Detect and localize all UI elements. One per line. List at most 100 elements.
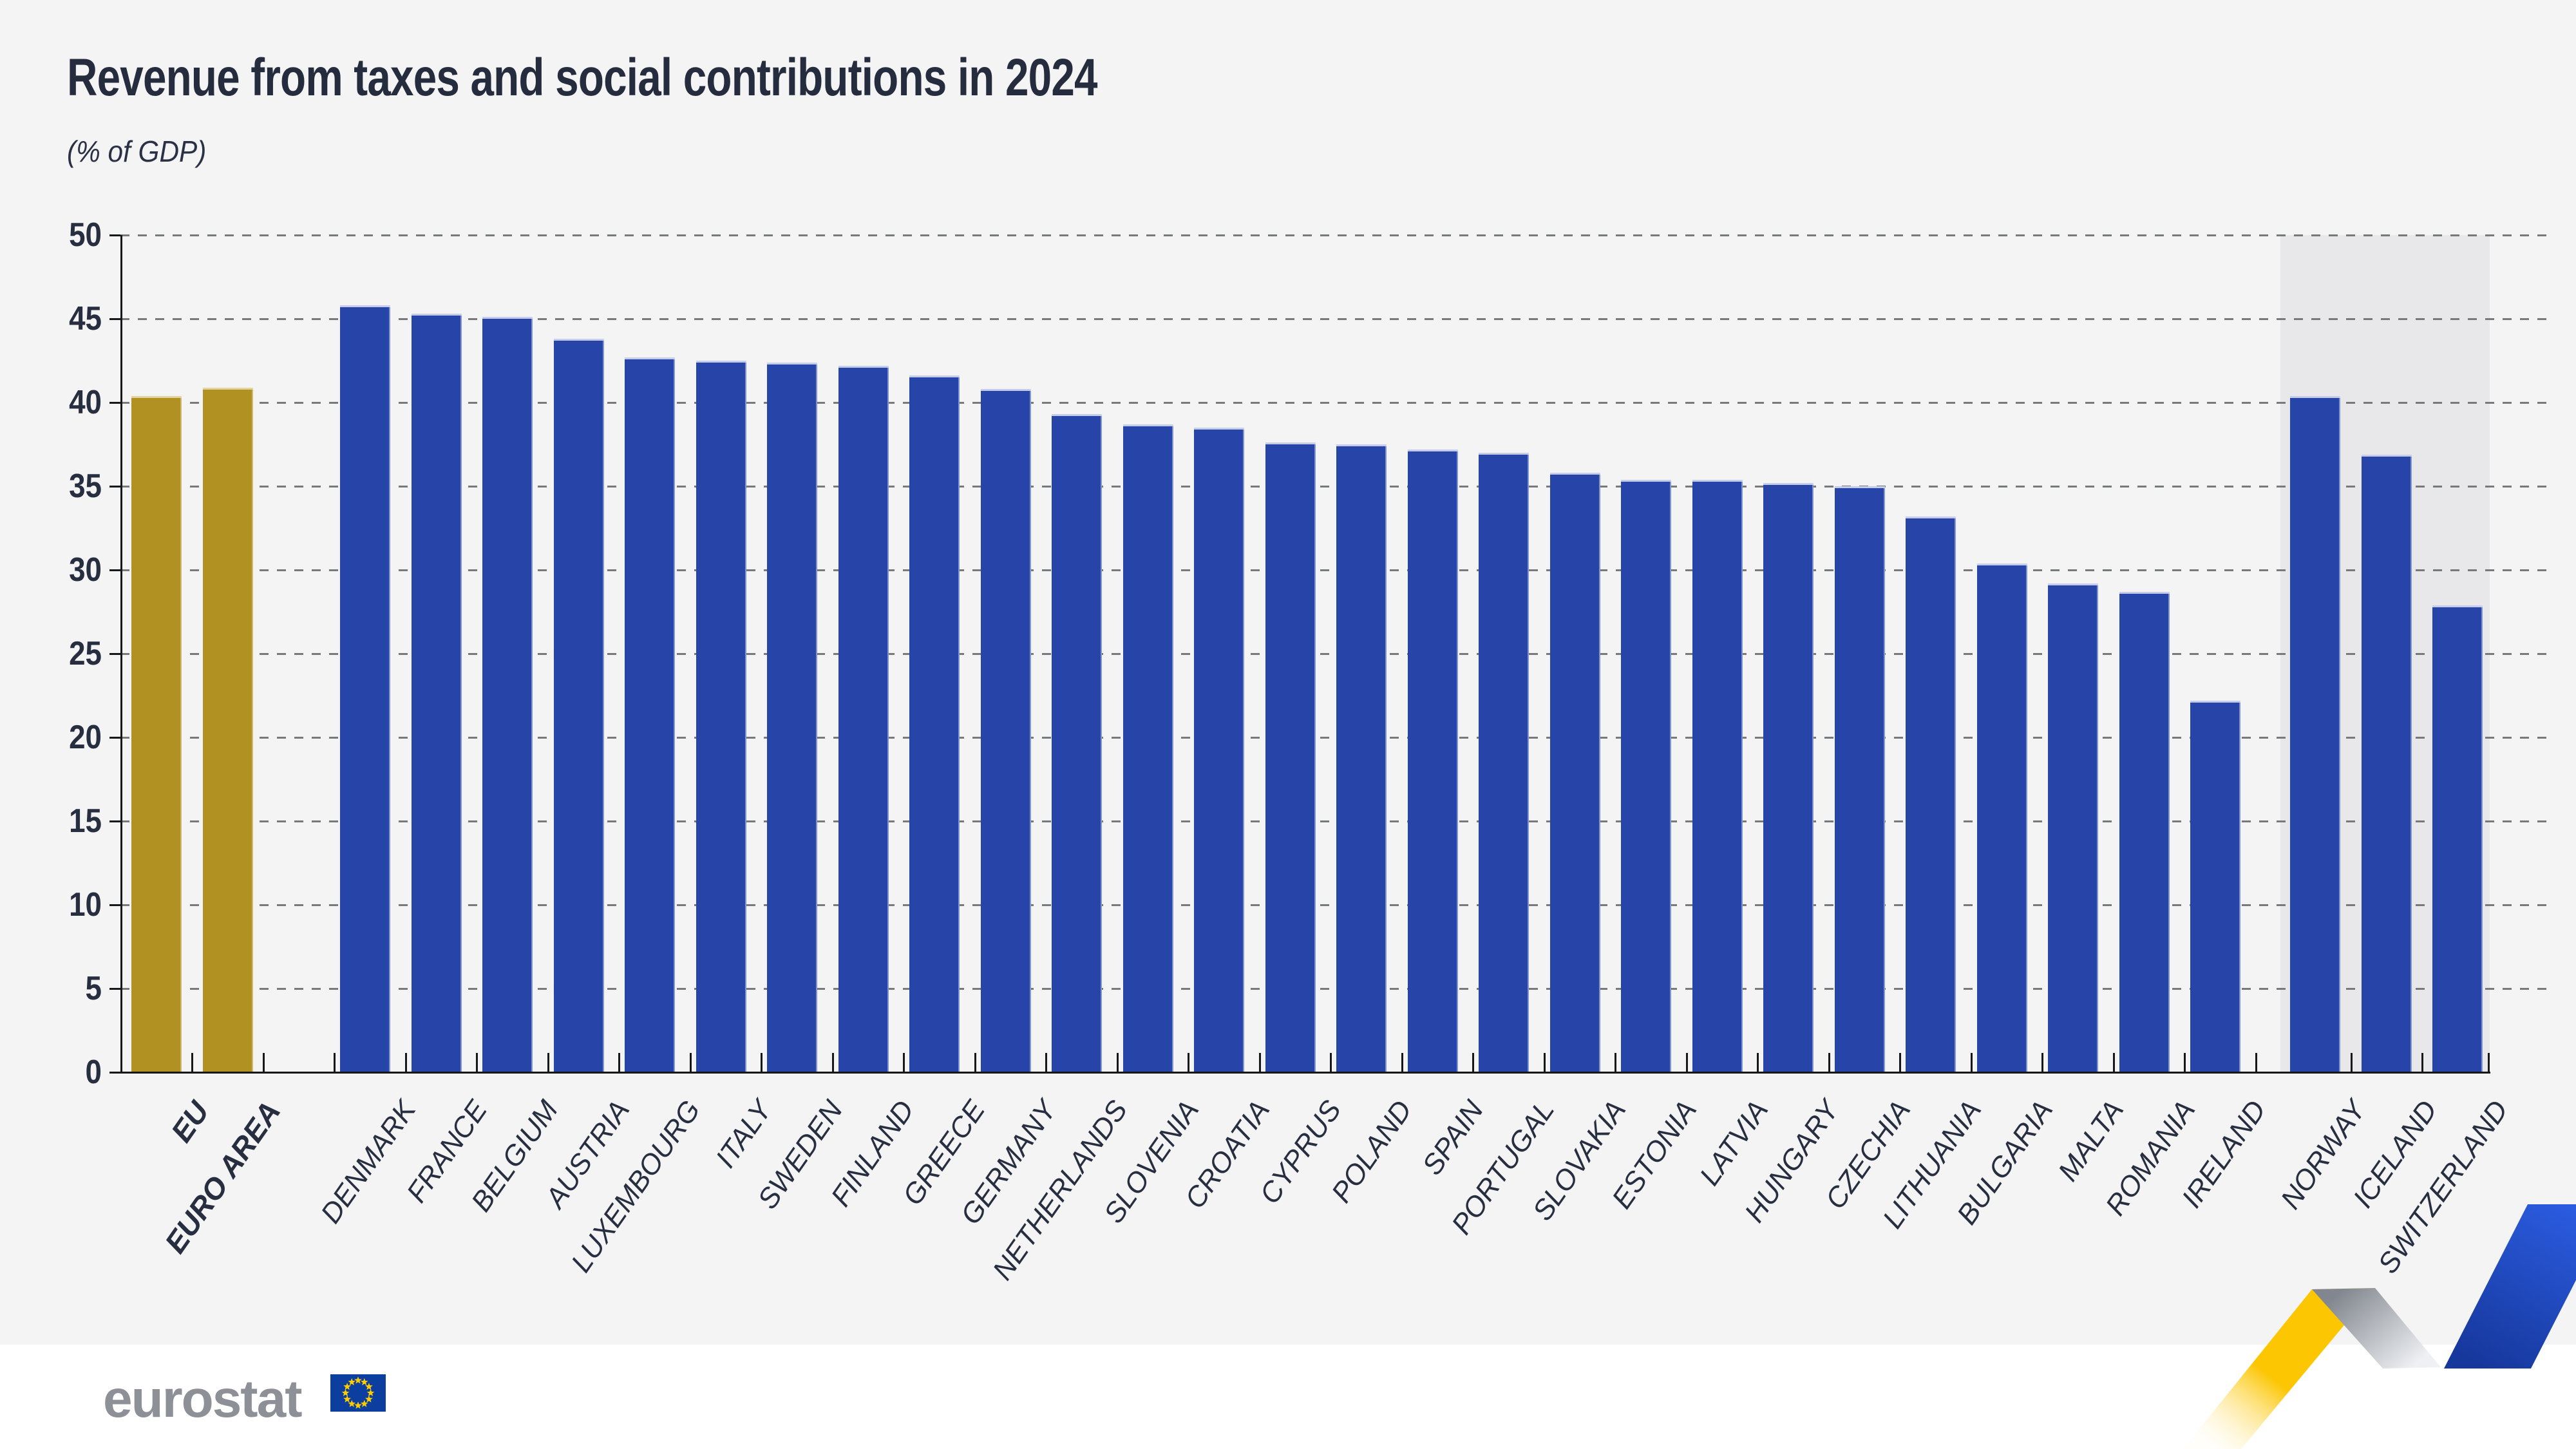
footer <box>0 1345 2576 1449</box>
gridline-35 <box>120 486 2550 488</box>
flag-star <box>343 1383 351 1390</box>
bar-netherlands <box>1052 414 1102 1072</box>
y-axis-label-5: 5 <box>85 970 102 1007</box>
y-tick-10 <box>109 904 120 906</box>
ribbon-yellow-band <box>2183 1288 2375 1449</box>
flag-star <box>365 1383 373 1390</box>
gridline-10 <box>120 904 2550 906</box>
y-axis-label-30: 30 <box>69 551 102 589</box>
bar-slovenia <box>1122 424 1173 1072</box>
x-tick-16 <box>1330 1053 1332 1072</box>
y-axis-label-0: 0 <box>85 1054 102 1091</box>
x-tick-23 <box>1828 1053 1830 1072</box>
y-axis-label-45: 45 <box>69 300 102 337</box>
x-tick-21 <box>1685 1053 1688 1072</box>
flag-star <box>348 1399 356 1407</box>
x-tick-19 <box>1543 1053 1546 1072</box>
bar-ireland <box>2190 701 2240 1072</box>
bar-belgium <box>482 317 533 1072</box>
x-tick-18 <box>1472 1053 1474 1072</box>
gridline-30 <box>120 569 2550 571</box>
bar-switzerland <box>2432 605 2483 1072</box>
y-tick-30 <box>109 569 120 571</box>
x-tick-8 <box>761 1053 762 1072</box>
bar-iceland <box>2361 455 2412 1072</box>
bar-romania <box>2119 592 2170 1072</box>
flag-star <box>341 1388 350 1396</box>
x-tick-12 <box>1045 1053 1047 1072</box>
flag-star <box>348 1378 356 1386</box>
x-tick-7 <box>689 1053 692 1072</box>
x-tick-0 <box>191 1053 193 1072</box>
eurostat-logo-text: eurostat <box>103 1370 303 1428</box>
bar-slovakia <box>1549 473 1600 1072</box>
bar-luxembourg <box>625 357 675 1072</box>
bar-czechia <box>1834 486 1885 1072</box>
eu-flag-icon <box>330 1374 386 1412</box>
flag-star <box>365 1395 373 1403</box>
flag-star <box>354 1376 362 1384</box>
bar-italy <box>696 361 746 1072</box>
x-tick-28 <box>2184 1053 2186 1072</box>
bar-euro-area <box>202 388 253 1072</box>
bar-greece <box>909 375 960 1072</box>
y-axis-label-20: 20 <box>69 719 102 756</box>
x-tick-24 <box>1899 1053 1901 1072</box>
y-axis-label-35: 35 <box>69 468 102 505</box>
y-tick-35 <box>109 486 120 488</box>
y-tick-20 <box>109 737 120 739</box>
y-tick-15 <box>109 820 120 822</box>
bar-malta <box>2048 583 2098 1072</box>
bar-sweden <box>767 363 817 1072</box>
gridline-40 <box>120 402 2550 404</box>
flag-star <box>360 1378 368 1386</box>
bar-france <box>411 314 462 1072</box>
x-tick-32 <box>2488 1053 2490 1072</box>
gridline-45 <box>120 318 2550 320</box>
bar-cyprus <box>1265 442 1316 1072</box>
bar-lithuania <box>1906 516 1956 1072</box>
gridline-50 <box>120 234 2550 236</box>
x-tick-13 <box>1116 1053 1119 1072</box>
bar-latvia <box>1692 480 1743 1072</box>
chart-title: Revenue from taxes and social contributi… <box>67 48 1097 107</box>
x-tick-1 <box>262 1053 265 1072</box>
y-axis-label-40: 40 <box>69 384 102 421</box>
x-tick-31 <box>2421 1053 2423 1072</box>
ribbon-gray-band <box>2312 1288 2441 1368</box>
y-axis-line <box>120 235 122 1072</box>
bar-norway <box>2290 396 2340 1072</box>
bar-croatia <box>1194 428 1244 1072</box>
y-tick-40 <box>109 402 120 404</box>
bar-portugal <box>1479 453 1529 1072</box>
y-tick-45 <box>109 318 120 320</box>
x-tick-30 <box>2350 1053 2353 1072</box>
bar-spain <box>1407 450 1458 1072</box>
bar-austria <box>553 339 604 1072</box>
flag-star <box>360 1399 368 1407</box>
bar-eu <box>131 396 182 1072</box>
x-tick-2 <box>334 1053 336 1072</box>
gridline-5 <box>120 988 2550 990</box>
x-tick-20 <box>1615 1053 1616 1072</box>
bar-poland <box>1336 444 1387 1072</box>
chart-subtitle: (% of GDP) <box>67 135 207 168</box>
y-tick-0 <box>109 1072 120 1074</box>
decorative-ribbon <box>2183 1204 2576 1449</box>
bar-germany <box>980 389 1031 1072</box>
x-axis-line <box>120 1072 2490 1074</box>
y-axis-label-10: 10 <box>69 886 102 923</box>
bar-estonia <box>1621 480 1671 1072</box>
y-axis-label-25: 25 <box>69 635 102 672</box>
bar-denmark <box>340 305 390 1072</box>
x-tick-10 <box>903 1053 905 1072</box>
flag-star <box>366 1388 375 1396</box>
x-tick-6 <box>618 1053 620 1072</box>
bar-hungary <box>1763 483 1814 1072</box>
gridline-20 <box>120 737 2550 739</box>
y-tick-50 <box>109 234 120 236</box>
x-tick-4 <box>476 1053 478 1072</box>
x-tick-14 <box>1188 1053 1189 1072</box>
gridline-15 <box>120 820 2550 822</box>
